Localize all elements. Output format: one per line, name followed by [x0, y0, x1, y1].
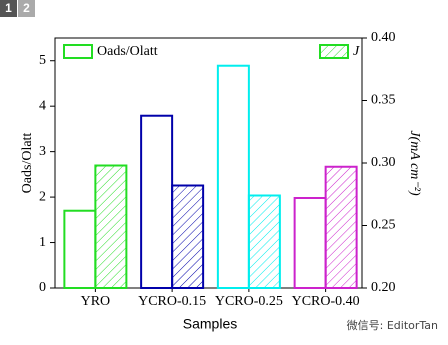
- x-tick-label: YCRO-0.40: [292, 294, 360, 309]
- bar: [63, 209, 97, 290]
- y-tick-label: 4: [39, 98, 46, 113]
- tab[interactable]: 2: [23, 1, 30, 15]
- x-axis-label: Samples: [183, 316, 237, 332]
- y2-tick-label: 0.30: [371, 155, 396, 170]
- legend-label: Oads/Olatt: [97, 44, 158, 59]
- tab[interactable]: 1: [5, 1, 12, 15]
- tab-bg[interactable]: [0, 0, 17, 17]
- x-tick-label: YCRO-0.15: [138, 294, 206, 309]
- bar: [216, 64, 250, 289]
- x-tick-label: YCRO-0.25: [215, 294, 283, 309]
- y2-tick-label: 0.40: [371, 30, 396, 45]
- y-tick-label: 0: [39, 280, 46, 295]
- y2-tick-label: 0.25: [371, 218, 396, 233]
- legend-label: J: [353, 44, 360, 59]
- bar: [140, 114, 174, 289]
- legend-swatch: [319, 44, 349, 59]
- y-tick-label: 1: [39, 235, 46, 250]
- y2-axis-label: J(mA cm⁻²): [407, 130, 422, 196]
- bar: [324, 165, 358, 289]
- watermark: 微信号: EditorTan: [347, 318, 438, 332]
- y2-tick-label: 0.35: [371, 93, 396, 108]
- y-axis-label: Oads/Olatt: [20, 133, 35, 194]
- bar: [94, 164, 128, 289]
- y-tick-label: 3: [39, 144, 46, 159]
- y2-tick-label: 0.20: [371, 280, 396, 295]
- x-tick-label: YRO: [81, 294, 111, 309]
- bar: [171, 184, 205, 289]
- y-tick-label: 2: [39, 189, 46, 204]
- y-tick-label: 5: [39, 53, 46, 68]
- tab-bg[interactable]: [18, 0, 35, 17]
- bar: [247, 194, 281, 289]
- bar: [293, 197, 327, 289]
- legend-swatch: [63, 44, 93, 59]
